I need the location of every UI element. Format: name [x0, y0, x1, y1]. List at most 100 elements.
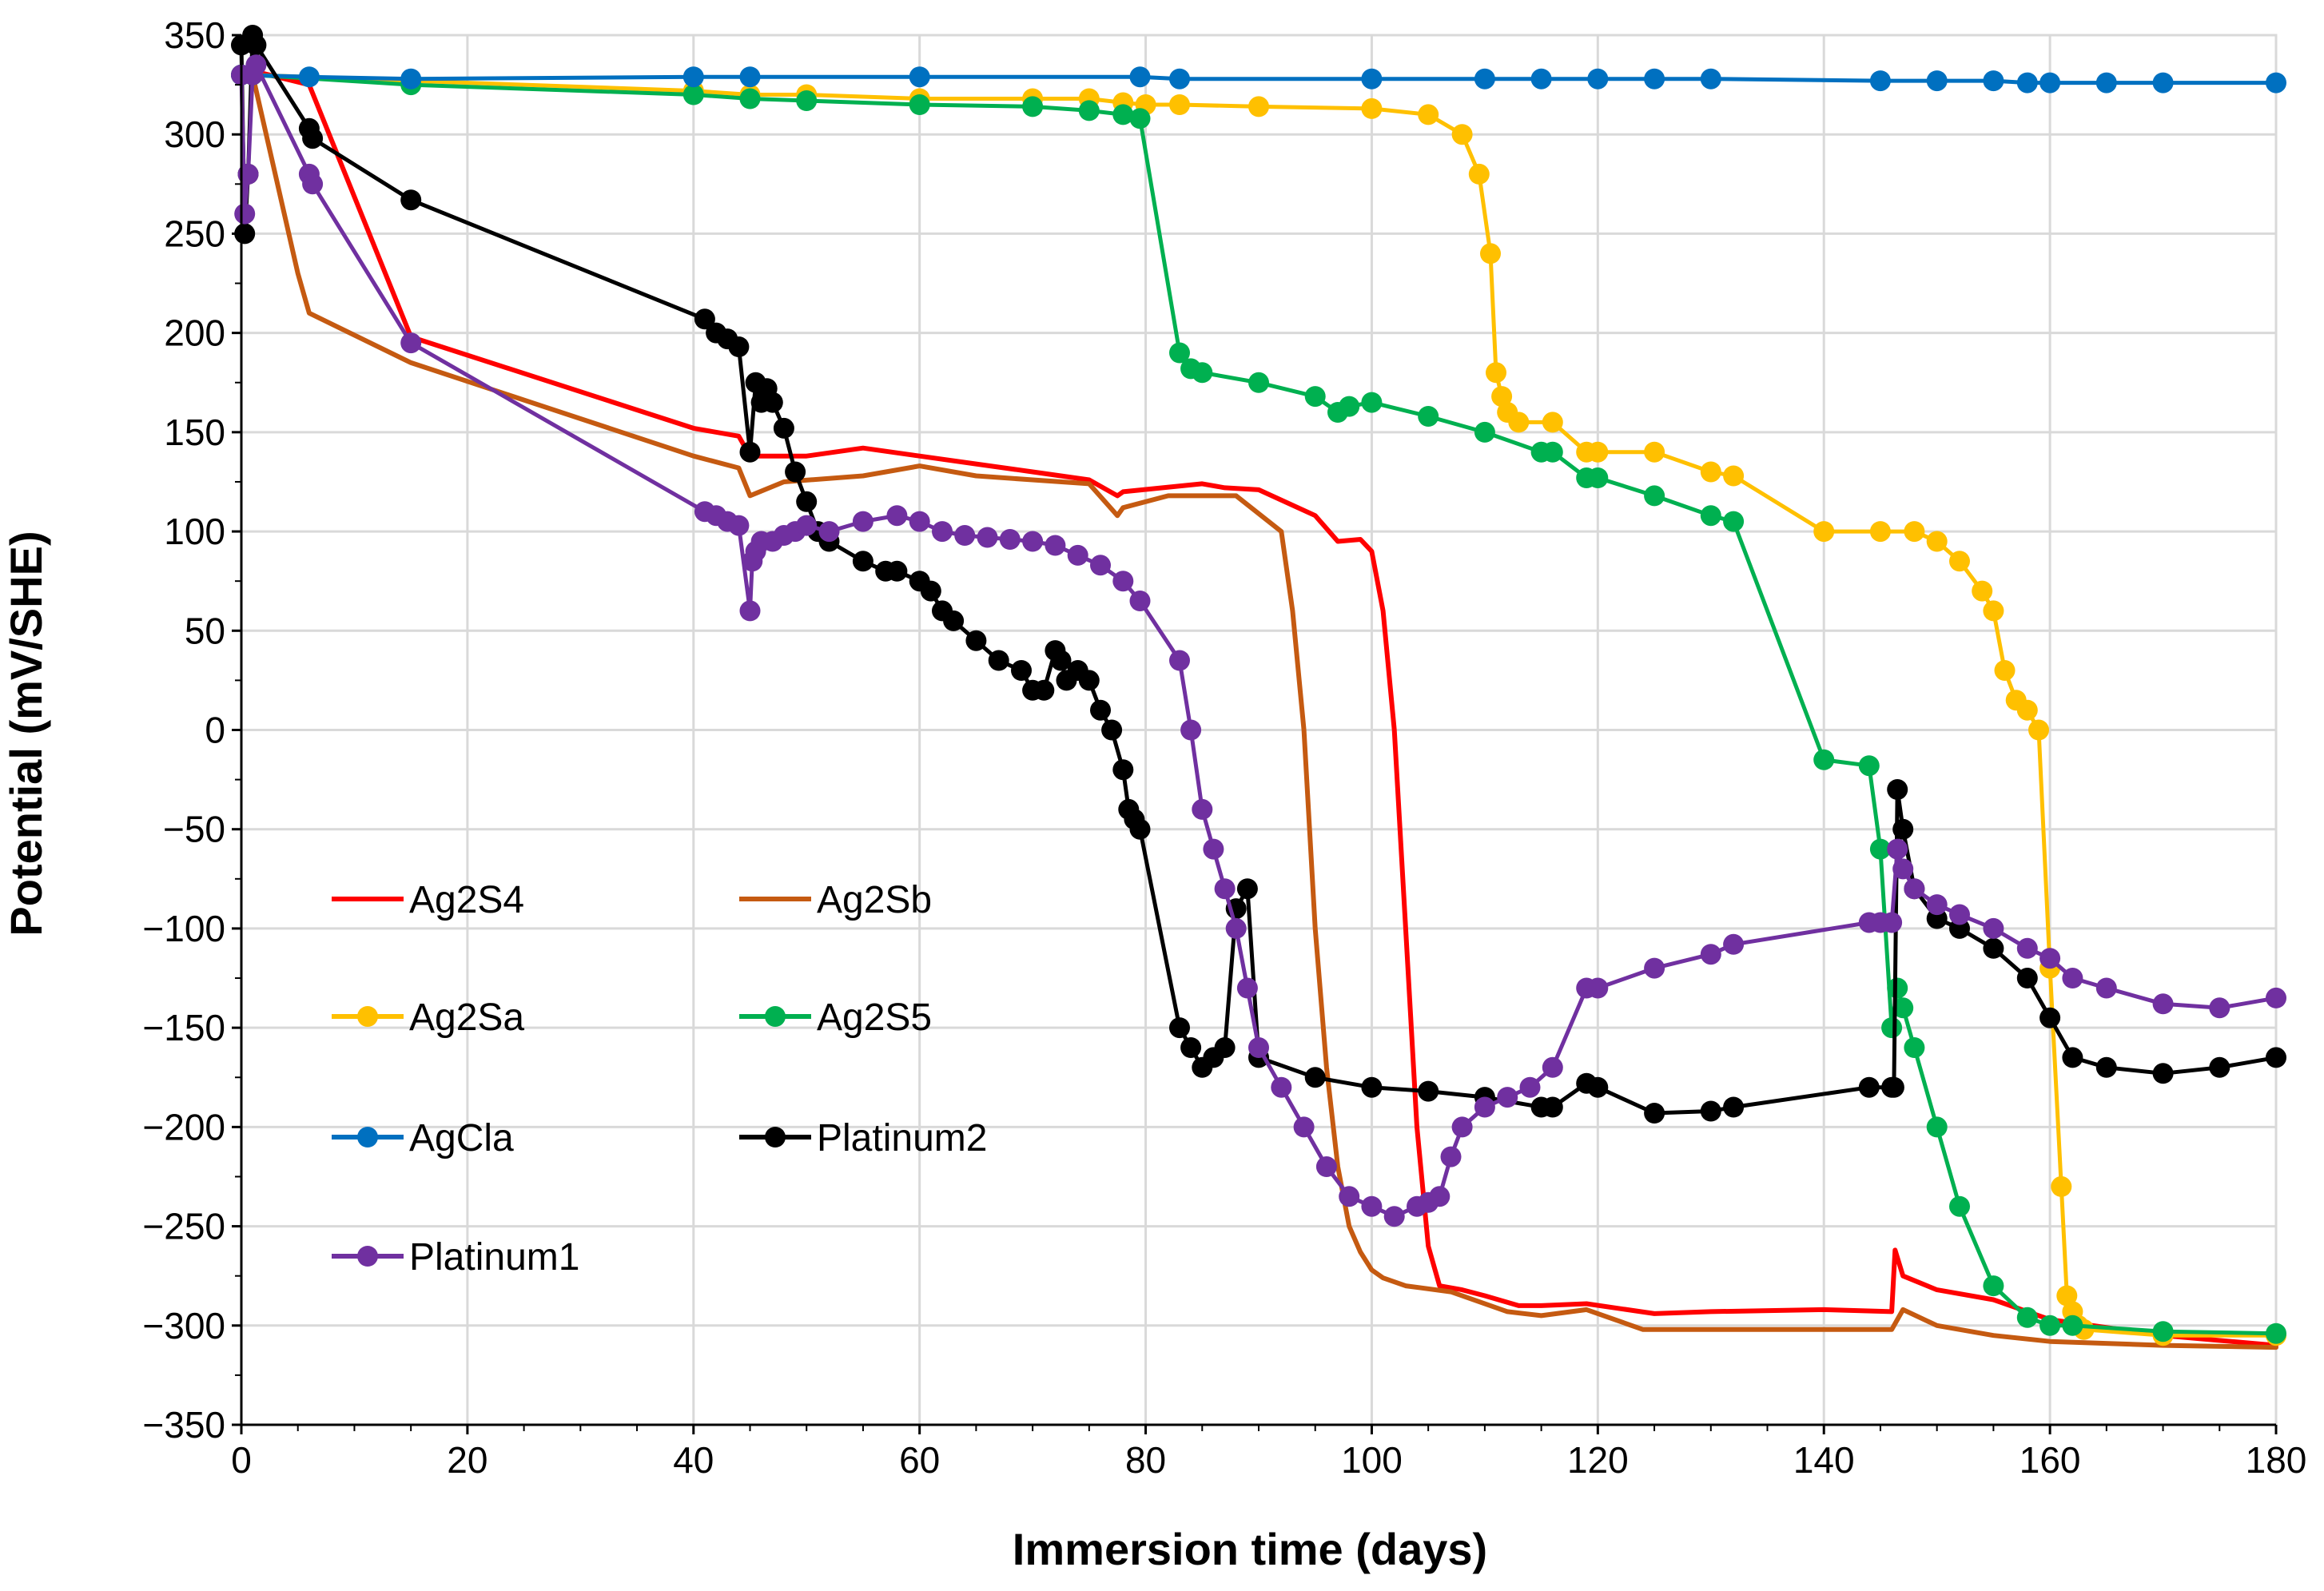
data-point: [2039, 1315, 2061, 1336]
data-point: [1883, 1076, 1904, 1098]
data-point: [1293, 1116, 1315, 1138]
data-point: [1542, 1056, 1563, 1078]
data-point: [682, 66, 704, 88]
data-point: [2266, 72, 2286, 93]
data-point: [728, 336, 750, 357]
data-point: [2051, 1175, 2072, 1197]
data-point: [988, 650, 1009, 671]
data-point: [1180, 719, 1202, 741]
legend: Ag2S4 Ag2Sb Ag2Sa Ag2S5 AgCla Platinum2 Platin…: [332, 879, 987, 1279]
data-point: [1983, 937, 2004, 959]
legend-swatch-marker: [765, 1127, 786, 1148]
data-point: [2016, 699, 2038, 721]
data-point: [2039, 72, 2061, 93]
legend-label: AgCla: [409, 1117, 514, 1159]
data-point: [2062, 968, 2083, 988]
data-point: [1542, 441, 1563, 463]
data-point: [1497, 1087, 1518, 1108]
data-point: [920, 580, 941, 602]
data-point: [1050, 650, 1072, 671]
data-point: [785, 461, 806, 483]
data-point: [1361, 68, 1383, 89]
data-point: [773, 417, 794, 439]
data-point: [886, 560, 908, 582]
x-tick-label: 60: [899, 1439, 940, 1481]
y-tick-label: 50: [185, 610, 225, 651]
data-point: [1700, 1100, 1721, 1122]
data-point: [1033, 679, 1055, 701]
x-tick-label: 120: [1567, 1439, 1629, 1481]
data-point: [1904, 878, 1925, 900]
x-tick-label: 100: [1341, 1439, 1403, 1481]
data-point: [818, 521, 840, 543]
data-point: [2016, 937, 2038, 959]
data-point: [1315, 1156, 1337, 1177]
data-point: [1418, 104, 1439, 125]
data-point: [852, 511, 873, 532]
data-point: [1700, 944, 1721, 965]
data-point: [1644, 485, 1665, 507]
data-point: [234, 223, 256, 245]
series-platinum1: [231, 54, 2286, 1227]
legend-item-platinum1: Platinum1: [332, 1236, 579, 1279]
data-point: [1881, 912, 1903, 933]
data-point: [400, 189, 422, 211]
y-tick-label: −50: [163, 809, 225, 850]
data-point: [2152, 993, 2174, 1015]
data-point: [2062, 1315, 2083, 1336]
y-tick-label: 150: [164, 412, 225, 453]
data-point: [1339, 1186, 1360, 1207]
data-point: [1813, 749, 1835, 770]
legend-label: Ag2Sb: [817, 879, 932, 921]
data-point: [1519, 1076, 1541, 1098]
data-point: [739, 600, 761, 622]
data-point: [2266, 987, 2286, 1008]
data-point: [1723, 1096, 1745, 1118]
data-point: [1451, 124, 1473, 145]
data-point: [932, 521, 953, 543]
data-point: [1587, 441, 1609, 463]
data-point: [1169, 94, 1190, 115]
data-point: [1248, 96, 1269, 117]
data-point: [302, 173, 324, 195]
y-tick-label: −250: [142, 1206, 225, 1247]
data-point: [1022, 531, 1044, 552]
y-tick-label: 300: [164, 113, 225, 155]
y-tick-label: −350: [142, 1404, 225, 1446]
data-point: [1090, 699, 1111, 721]
data-point: [1858, 1076, 1880, 1098]
data-point: [1723, 933, 1745, 955]
data-point: [1418, 406, 1439, 427]
x-tick-label: 180: [2246, 1439, 2307, 1481]
data-point: [237, 163, 259, 185]
series-agcla: [231, 64, 2286, 93]
data-point: [2016, 1307, 2038, 1328]
data-point: [1112, 104, 1134, 125]
data-point: [1972, 580, 1993, 602]
data-point: [1700, 505, 1721, 527]
data-point: [852, 551, 873, 572]
series-ag2s4: [239, 68, 2278, 1348]
data-point: [728, 515, 750, 536]
data-point: [2152, 1321, 2174, 1342]
data-point: [1892, 997, 1914, 1019]
data-point: [1949, 551, 1970, 572]
data-point: [694, 308, 715, 330]
data-point: [1429, 1186, 1451, 1207]
data-point: [1248, 372, 1269, 393]
series-layer: [231, 25, 2286, 1350]
data-point: [1112, 759, 1134, 781]
data-point: [1587, 977, 1609, 999]
data-point: [1723, 465, 1745, 487]
data-point: [2152, 1063, 2174, 1084]
data-point: [1700, 461, 1721, 483]
data-point: [1304, 1067, 1326, 1088]
data-point: [1644, 441, 1665, 463]
data-point: [1129, 591, 1151, 611]
series-platinum2: [231, 25, 2286, 1124]
data-point: [1225, 917, 1247, 939]
data-point: [1383, 1206, 1405, 1227]
data-point: [1045, 535, 1066, 556]
data-point: [1180, 1037, 1202, 1058]
